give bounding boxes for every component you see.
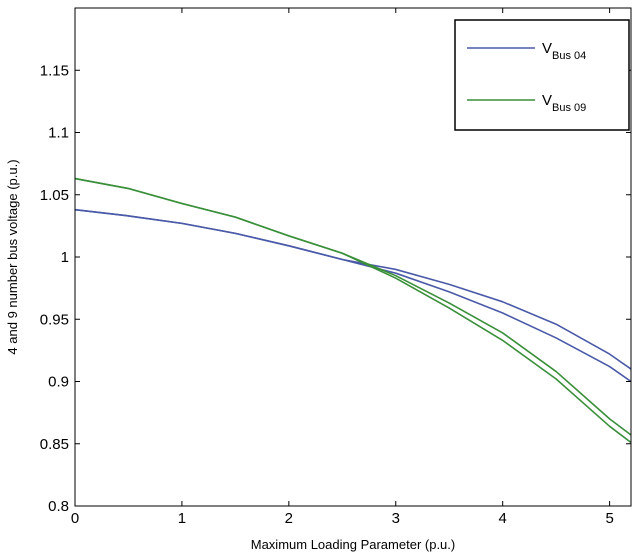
y-tick-label: 0.9: [48, 374, 69, 391]
legend: VBus 04 VBus 09: [454, 19, 630, 131]
legend-sub-bus-09: Bus 09: [552, 102, 586, 114]
x-tick-label: 0: [71, 510, 79, 527]
x-tick-label: 5: [605, 510, 613, 527]
x-tick-label: 4: [499, 510, 507, 527]
y-axis-label: 4 and 9 number bus voltage (p.u.): [5, 159, 20, 354]
x-tick-label: 3: [392, 510, 400, 527]
y-tick-label: 0.95: [40, 311, 69, 328]
y-tick-label: 0.8: [48, 498, 69, 515]
legend-main-bus-04: V: [542, 40, 552, 57]
legend-main-bus-09: V: [542, 92, 552, 109]
y-tick-label: 1: [61, 249, 69, 266]
legend-sub-bus-04: Bus 04: [552, 50, 586, 62]
legend-box: [454, 19, 630, 131]
y-tick-label: 1.05: [40, 187, 69, 204]
legend-label-bus-09: VBus 09: [542, 92, 586, 114]
x-tick-label: 1: [178, 510, 186, 527]
series-line-v-bus-09-lower: [74, 177, 632, 444]
series-layer: [74, 177, 632, 444]
y-tick-label: 1.1: [48, 125, 69, 142]
x-tick-label: 2: [285, 510, 293, 527]
legend-label-bus-04: VBus 04: [542, 40, 586, 62]
plot-frame: [74, 7, 632, 507]
y-tick-label: 1.15: [40, 62, 69, 79]
x-axis-label: Maximum Loading Parameter (p.u.): [251, 537, 455, 552]
y-tick-label: 0.85: [40, 436, 69, 453]
